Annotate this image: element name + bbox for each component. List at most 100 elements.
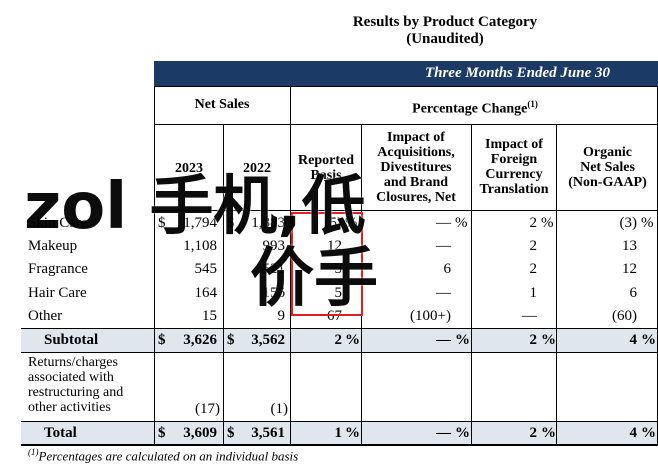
subtotal-acq: — — [436, 332, 451, 348]
percent-sign: % — [345, 215, 358, 231]
total-reported: 1 — [334, 425, 343, 441]
total-fx: 2 — [529, 425, 538, 441]
period-banner: Three Months Ended June 30 — [154, 61, 658, 86]
report-subtitle: (Unaudited) — [406, 31, 484, 47]
total-label: Total — [44, 425, 77, 441]
reported-basis-line: Basis — [310, 168, 342, 183]
acquisitions-header-line: Closures, Net — [376, 190, 456, 205]
subtotal-reported: 2 — [334, 332, 343, 348]
total-2023: 3,609 — [183, 425, 217, 441]
year-2023-header: 2023 — [175, 161, 203, 176]
net-sales-2023: 1,794 — [183, 215, 217, 231]
subtotal-organic: 4 — [629, 332, 638, 348]
total-2022: 3,561 — [251, 425, 285, 441]
acquisitions-header-line: and Brand — [383, 175, 449, 190]
subtotal-fx: 2 — [529, 332, 538, 348]
returns-2023: (17) — [195, 401, 220, 417]
fx-value: 2 — [529, 261, 538, 278]
percent-sign: % — [455, 425, 470, 441]
reported-basis-value: 12 — [327, 238, 342, 255]
percent-sign: % — [455, 215, 468, 231]
returns-2022: (1) — [270, 401, 289, 417]
percent-sign: % — [641, 332, 656, 348]
organic-value: 13 — [622, 238, 637, 255]
subtotal-row-bg — [21, 328, 658, 352]
footnote-mark: (1) — [28, 447, 39, 457]
dollar-sign: $ — [227, 215, 235, 231]
footnote: (1)Percentages are calculated on an indi… — [28, 447, 298, 464]
percent-sign: % — [541, 425, 556, 441]
returns-label-line: other activities — [28, 400, 111, 415]
subtotal-2022: 3,562 — [251, 332, 285, 348]
percent-sign: % — [641, 425, 656, 441]
acquisitions-value: — — [436, 284, 451, 301]
net-sales-2022: 521 — [262, 261, 286, 278]
total-row-bg — [21, 421, 658, 445]
fx-header-line: Impact of — [485, 137, 543, 152]
percent-sign: % — [345, 332, 360, 348]
net-sales-2022: 9 — [277, 307, 286, 324]
dollar-sign: $ — [227, 425, 235, 441]
organic-value: (3) — [619, 215, 638, 231]
product-label: Fragrance — [28, 261, 88, 278]
percentage-change-header: Percentage Change(1) — [292, 97, 658, 117]
subtotal-2023: 3,626 — [183, 332, 217, 348]
fx-header-line: Currency — [485, 167, 543, 182]
reported-basis-value: 5 — [334, 284, 343, 301]
acquisitions-header: Impact of Acquisitions, Divestitures and… — [362, 130, 470, 205]
red-highlight-box — [291, 212, 363, 316]
net-sales-2022: 993 — [262, 238, 286, 255]
acquisitions-value: — — [436, 238, 451, 255]
period-banner-text: Three Months Ended June 30 — [424, 65, 610, 81]
returns-label: Returns/charges associated with restruct… — [28, 355, 123, 415]
fx-value: — — [522, 307, 537, 324]
organic-header-line: Net Sales — [580, 160, 635, 175]
watermark-line-2: 价手 — [250, 242, 378, 316]
percent-sign: % — [455, 332, 470, 348]
net-sales-header: Net Sales — [194, 97, 250, 112]
organic-header-line: Organic — [583, 145, 632, 160]
net-sales-2023: 15 — [202, 307, 217, 324]
percentage-change-label: Percentage Change — [412, 101, 528, 117]
organic-value: 6 — [629, 284, 638, 301]
fx-header-line: Foreign — [490, 152, 538, 167]
organic-value: 12 — [622, 261, 637, 278]
returns-label-line: associated with — [28, 370, 114, 385]
reported-basis-header: Reported Basis — [291, 153, 361, 183]
returns-label-line: restructuring and — [28, 385, 124, 400]
total-organic: 4 — [629, 425, 638, 441]
fx-value: 1 — [529, 284, 538, 301]
report-title: Results by Product Category — [352, 14, 538, 30]
reported-basis-line: Reported — [298, 153, 354, 168]
percentage-change-footnote-mark: (1) — [527, 99, 538, 109]
net-sales-2023: 164 — [194, 284, 218, 301]
reported-basis-value: (5) — [324, 215, 343, 231]
net-sales-2023: 1,108 — [183, 238, 217, 255]
dollar-sign: $ — [227, 332, 235, 348]
year-2022-header: 2022 — [243, 161, 271, 176]
product-label: Hair Care — [28, 284, 87, 301]
organic-header: Organic Net Sales (Non-GAAP) — [557, 145, 658, 190]
dollar-sign: $ — [158, 215, 166, 231]
acquisitions-value: — — [436, 215, 451, 231]
dollar-sign: $ — [158, 332, 166, 348]
net-sales-2022: 156 — [262, 284, 286, 301]
organic-header-line: (Non-GAAP) — [568, 175, 647, 190]
acquisitions-header-line: Acquisitions, — [377, 145, 455, 160]
fx-value: 2 — [529, 215, 538, 231]
acquisitions-value: 6 — [443, 261, 452, 278]
product-label: Other — [28, 307, 63, 324]
reported-basis-value: 5 — [334, 261, 343, 278]
fx-value: 2 — [529, 238, 538, 255]
percent-sign: % — [541, 332, 556, 348]
footnote-text: Percentages are calculated on an individ… — [38, 448, 299, 464]
acquisitions-value: (100+) — [410, 307, 451, 324]
product-label: Makeup — [28, 238, 78, 255]
organic-value: (60) — [612, 307, 637, 324]
total-acq: — — [436, 425, 451, 441]
percent-sign: % — [541, 215, 554, 231]
dollar-sign: $ — [158, 425, 166, 441]
percent-sign: % — [345, 425, 360, 441]
acquisitions-header-line: Impact of — [387, 130, 445, 145]
net-sales-2022: 1,883 — [251, 215, 285, 231]
